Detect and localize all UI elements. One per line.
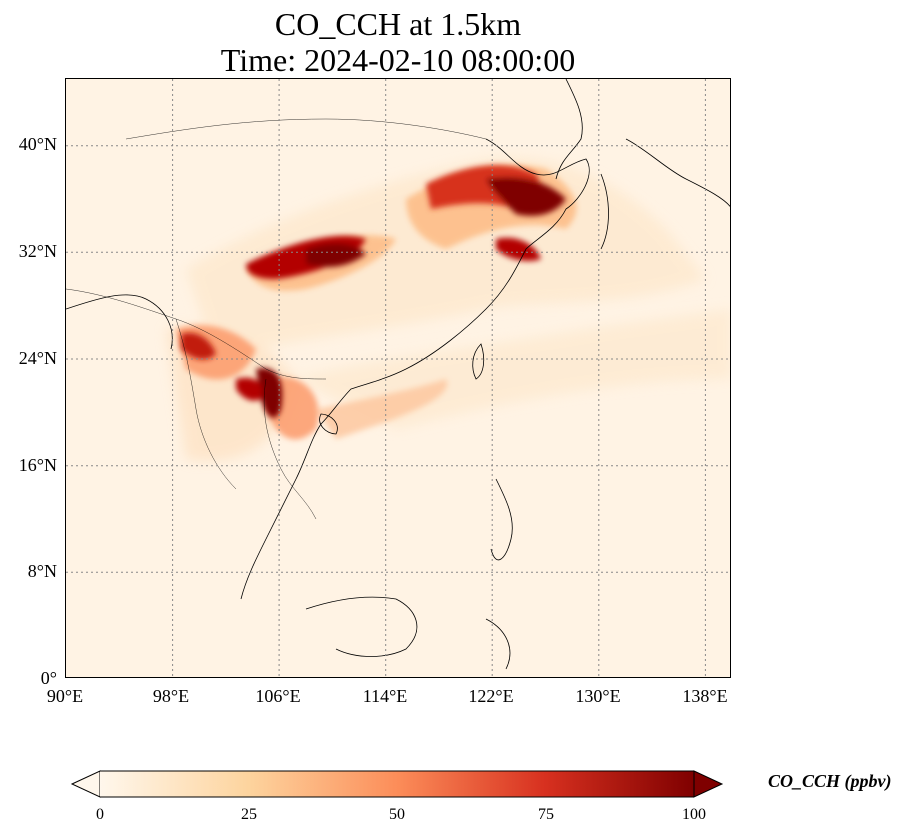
colorbar-tick-label: 0	[96, 806, 104, 823]
colorbar-extend-min	[70, 770, 101, 798]
colorbar	[70, 770, 724, 798]
lon-tick-label: 98°E	[152, 686, 190, 706]
map-plot-area	[65, 78, 731, 678]
country-borders	[66, 118, 487, 520]
lat-tick-label: 0°	[40, 668, 57, 688]
lon-tick-label: 90°E	[46, 686, 84, 706]
plume-strong	[181, 165, 566, 418]
lat-tick-label: 40°N	[18, 134, 57, 154]
coastlines	[66, 79, 730, 670]
lat-tick-label: 24°N	[18, 348, 57, 368]
lon-tick-label: 114°E	[362, 686, 408, 706]
colorbar-tick-label: 75	[538, 806, 554, 823]
lat-tick-label: 32°N	[18, 241, 57, 261]
lat-tick-label: 8°N	[27, 561, 57, 581]
lon-tick-label: 138°E	[682, 686, 728, 706]
colorbar-tick-label: 25	[241, 806, 257, 823]
colorbar-extend-max	[693, 770, 724, 798]
colorbar-label: CO_CCH (ppbv)	[768, 771, 892, 791]
lon-tick-label: 106°E	[255, 686, 301, 706]
chart-title: CO_CCH at 1.5km	[274, 6, 522, 42]
lat-tick-label: 16°N	[18, 455, 57, 475]
lon-tick-label: 130°E	[575, 686, 621, 706]
colorbar-tick-label: 50	[389, 806, 405, 823]
latitude-axis: 40°N 32°N 24°N 16°N 8°N 0°	[0, 0, 57, 700]
gridlines	[66, 79, 730, 677]
lon-tick-label: 122°E	[468, 686, 514, 706]
colorbar-gradient	[100, 771, 694, 797]
colorbar-tick-label: 100	[682, 806, 706, 823]
chart-subtitle: Time: 2024-02-10 08:00:00	[220, 42, 576, 78]
concentration-map	[66, 79, 730, 677]
